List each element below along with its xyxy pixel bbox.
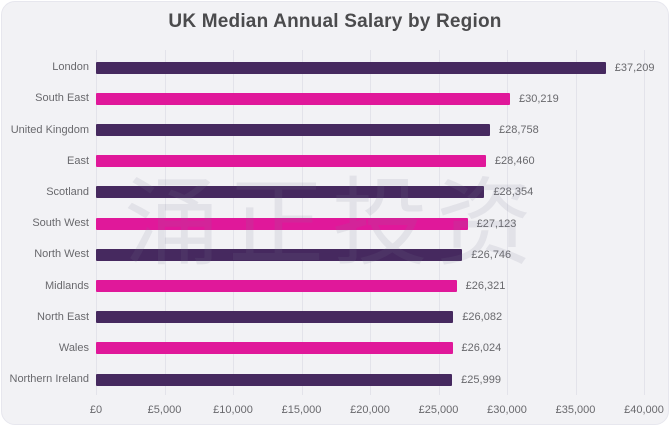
value-label: £28,758	[498, 124, 539, 136]
value-label: £26,321	[465, 280, 506, 292]
bar	[96, 155, 486, 168]
category-label: South East	[35, 92, 89, 105]
gridline	[507, 50, 508, 395]
category-label: South West	[32, 217, 89, 230]
bar	[96, 186, 485, 199]
category-label: United Kingdom	[10, 123, 89, 136]
bar	[96, 217, 468, 230]
bar	[96, 311, 454, 324]
category-label: North East	[37, 310, 89, 323]
bar	[96, 373, 453, 386]
x-axis-tick-label: £5,000	[147, 404, 182, 416]
x-axis-tick-label: £30,000	[487, 404, 527, 416]
category-label: North West	[34, 248, 89, 261]
x-axis-tick-label: £15,000	[281, 404, 322, 416]
category-label: Scotland	[46, 185, 89, 198]
value-label: £25,999	[461, 373, 501, 386]
value-label: £26,082	[462, 311, 503, 324]
x-axis-tick-label: £35,000	[555, 404, 596, 416]
bar	[96, 61, 606, 74]
x-axis-tick-label: £20,000	[350, 404, 390, 416]
value-label: £26,024	[461, 342, 502, 355]
category-label: Midlands	[44, 279, 89, 292]
x-axis-tick-label: £25,000	[418, 404, 459, 416]
value-label: £37,209	[614, 61, 655, 74]
x-axis-tick-label: £10,000	[213, 404, 253, 416]
category-label: East	[66, 154, 89, 167]
value-label: £30,219	[519, 92, 559, 105]
value-label: £28,354	[493, 186, 534, 199]
bar	[96, 124, 490, 136]
gridline	[644, 50, 645, 395]
x-axis-tick-label: £0	[89, 404, 103, 416]
category-label: Northern Ireland	[9, 373, 90, 386]
category-label: Wales	[58, 341, 89, 354]
value-label: £28,460	[494, 155, 535, 168]
category-label: London	[52, 61, 89, 74]
bar	[96, 280, 457, 292]
plot-area: £0 £5,000 £10,000 £15,000 £20,000 £25,000 £30,…	[2, 2, 668, 424]
bar	[96, 248, 463, 261]
value-label: £27,123	[476, 217, 517, 230]
chart-title: UK Median Annual Salary by Region	[168, 11, 502, 32]
gridline	[575, 50, 577, 395]
value-label: £26,746	[471, 248, 512, 261]
bar	[96, 342, 453, 355]
bar	[96, 92, 510, 105]
x-axis-tick-label: £40,000	[624, 404, 664, 416]
